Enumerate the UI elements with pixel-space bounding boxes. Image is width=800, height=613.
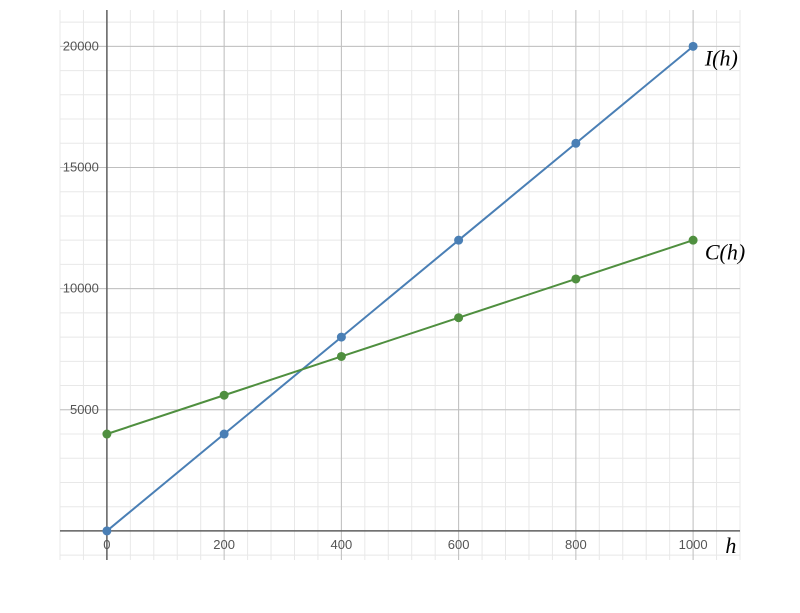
svg-text:1000: 1000 xyxy=(679,537,708,552)
svg-text:20000: 20000 xyxy=(63,38,99,53)
svg-text:15000: 15000 xyxy=(63,159,99,174)
svg-text:800: 800 xyxy=(565,537,587,552)
svg-text:10000: 10000 xyxy=(63,281,99,296)
x-axis-label: h xyxy=(725,533,736,558)
svg-text:600: 600 xyxy=(448,537,470,552)
line-chart: 0 200 400 600 800 1000 5000 10000 15000 20000 I(h)… xyxy=(0,0,800,613)
svg-text:400: 400 xyxy=(331,537,353,552)
svg-text:5000: 5000 xyxy=(70,402,99,417)
svg-text:0: 0 xyxy=(103,537,110,552)
series-label-I(h): I(h) xyxy=(704,46,738,71)
series-label-C(h): C(h) xyxy=(705,240,745,265)
svg-text:200: 200 xyxy=(213,537,235,552)
chart-container: 0 200 400 600 800 1000 5000 10000 15000 20000 I(h)… xyxy=(0,0,800,613)
